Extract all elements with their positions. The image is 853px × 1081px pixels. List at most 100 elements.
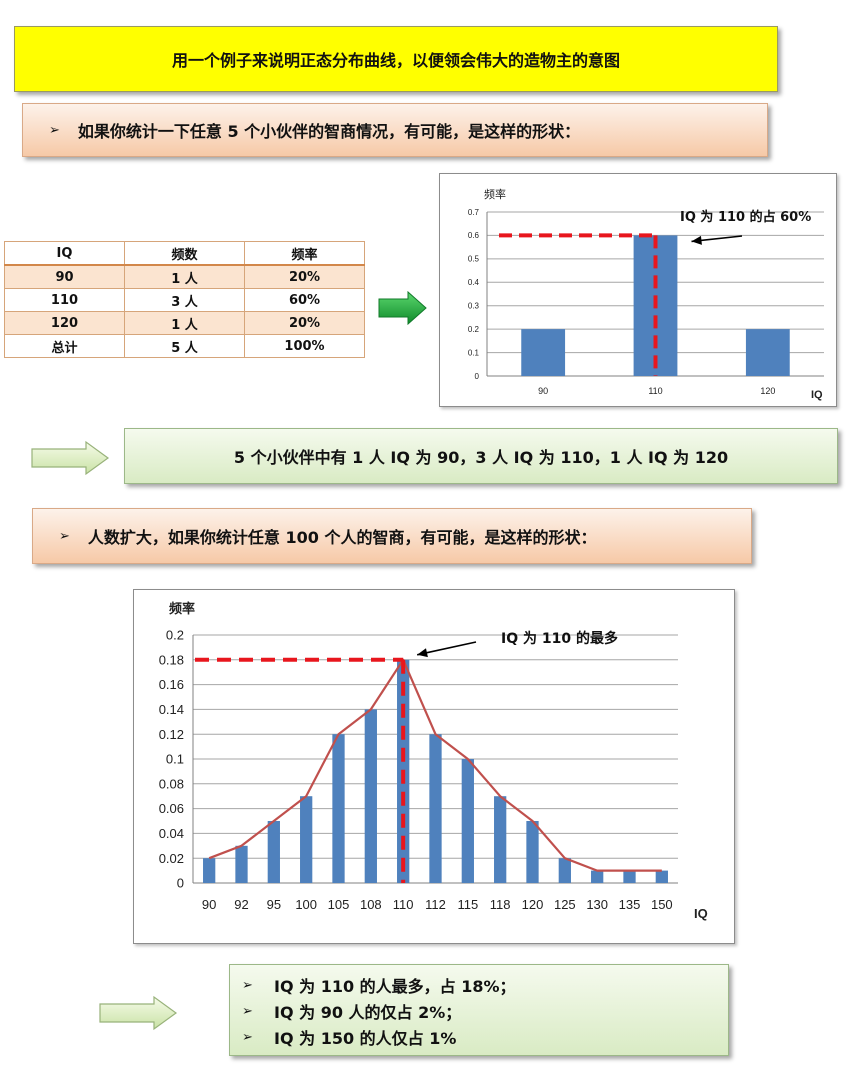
bar [494, 796, 507, 883]
x-tick-label: 120 [760, 386, 775, 396]
bar [300, 796, 313, 883]
table-row: 总计 5 人 100% [4, 334, 365, 358]
table-cell: 3 人 [124, 288, 245, 312]
y-tick-label: 0.5 [468, 255, 480, 264]
y-tick-label: 0.7 [468, 208, 480, 217]
x-tick-label: 100 [295, 897, 317, 912]
annotation-arrowhead [691, 235, 702, 245]
table-cell: 总计 [4, 334, 125, 358]
y-tick-label: 0.08 [159, 776, 184, 791]
y-tick-label: 0.06 [159, 801, 184, 816]
table-cell: 120 [4, 311, 125, 335]
bar [203, 858, 216, 883]
page-title-text: 用一个例子来说明正态分布曲线，以便领会伟大的造物主的意图 [171, 51, 620, 70]
bar [623, 870, 636, 883]
table-header-iq: IQ [4, 241, 125, 266]
series-line [208, 658, 662, 872]
conclusion-text: IQ 为 90 人的仅占 2%； [274, 1003, 462, 1022]
x-tick-label: 125 [554, 897, 576, 912]
x-tick-label: 108 [360, 897, 382, 912]
x-axis-label: IQ [694, 906, 708, 921]
frequency-table: IQ 频数 频率 90 1 人 20% 110 3 人 60% 120 1 人 … [4, 241, 365, 358]
conclusion-text: IQ 为 110 的人最多，占 18%； [274, 977, 516, 996]
x-tick-label: 92 [234, 897, 248, 912]
table-header-row: IQ 频数 频率 [4, 241, 365, 266]
table-cell: 100% [244, 334, 365, 358]
bullet-arrow-icon: ➢ [242, 1003, 253, 1019]
section1-heading-text: 如果你统计一下任意 5 个小伙伴的智商情况，有可能，是这样的形状： [77, 122, 581, 141]
y-tick-label: 0.16 [159, 677, 184, 692]
bar [521, 329, 566, 376]
chart-small-frame: 0 0.1 0.2 0.3 0.4 0.5 0.6 0.7 90 110 120 频率 IQ IQ 为 1… [439, 173, 837, 407]
bar [267, 821, 280, 883]
y-tick-label: 0.02 [159, 851, 184, 866]
section1-heading: ➢ 如果你统计一下任意 5 个小伙伴的智商情况，有可能，是这样的形状： [22, 103, 768, 157]
y-tick-label: 0.1 [166, 752, 184, 767]
y-tick-label: 0.12 [159, 727, 184, 742]
page-title: 用一个例子来说明正态分布曲线，以便领会伟大的造物主的意图 [14, 26, 778, 92]
bar [745, 329, 790, 376]
x-axis-label: IQ [811, 389, 823, 401]
x-tick-label: 130 [586, 897, 608, 912]
y-axis-label: 频率 [484, 187, 506, 201]
bar [364, 709, 377, 883]
x-tick-label: 115 [457, 897, 478, 912]
annotation-arrowhead [417, 648, 428, 658]
chart-small: 0 0.1 0.2 0.3 0.4 0.5 0.6 0.7 90 110 120 频率 IQ IQ 为 1… [468, 187, 824, 401]
x-tick-label: 150 [651, 897, 673, 912]
bar [235, 845, 248, 883]
light-arrow-icon [99, 995, 178, 1031]
y-tick-label: 0.2 [468, 325, 480, 334]
x-tick-label: 95 [267, 897, 281, 912]
table-cell: 1 人 [124, 311, 245, 335]
x-tick-label: 135 [619, 897, 641, 912]
y-tick-label: 0.3 [468, 302, 480, 311]
table-cell: 60% [244, 288, 365, 312]
bar [591, 870, 604, 883]
bar [429, 734, 442, 883]
annotation-text: IQ 为 110 的占 60% [680, 209, 811, 225]
table-cell: 20% [244, 264, 365, 289]
bullet-arrow-icon: ➢ [59, 528, 70, 544]
x-tick-label: 112 [425, 897, 446, 912]
green-arrow-icon [378, 291, 427, 325]
y-tick-label: 0.1 [468, 348, 480, 357]
y-tick-label: 0.18 [159, 652, 184, 667]
table-cell: 20% [244, 311, 365, 335]
x-tick-label: 90 [202, 897, 216, 912]
bar [558, 858, 571, 883]
annotation-arrow [416, 641, 477, 656]
table-row: 90 1 人 20% [4, 264, 365, 289]
y-axis-label: 频率 [169, 601, 195, 617]
section1-summary: 5 个小伙伴中有 1 人 IQ 为 90，3 人 IQ 为 110，1 人 IQ… [124, 428, 838, 484]
y-tick-label: 0.2 [166, 628, 184, 643]
list-item: ➢ IQ 为 90 人的仅占 2%； [230, 998, 728, 1024]
table-header-count: 频数 [124, 241, 245, 266]
x-tick-label: 110 [648, 386, 662, 396]
annotation-text: IQ 为 110 的最多 [501, 630, 618, 647]
x-tick-label: 118 [490, 897, 511, 912]
section2-heading: ➢ 人数扩大，如果你统计任意 100 个人的智商，有可能，是这样的形状： [32, 508, 752, 564]
bar [526, 821, 539, 883]
y-tick-label: 0 [177, 876, 184, 891]
light-arrow-icon [31, 440, 110, 476]
table-header-frequency: 频率 [244, 241, 365, 266]
conclusion-text: IQ 为 150 的人仅占 1% [274, 1029, 457, 1048]
y-tick-label: 0.14 [159, 702, 184, 717]
y-tick-label: 0.6 [468, 231, 480, 240]
x-tick-label: 110 [393, 897, 414, 912]
bar [461, 759, 474, 883]
section2-heading-text: 人数扩大，如果你统计任意 100 个人的智商，有可能，是这样的形状： [87, 528, 597, 547]
table-cell: 1 人 [124, 264, 245, 289]
table-row: 120 1 人 20% [4, 311, 365, 335]
bar [332, 734, 345, 883]
table-cell: 110 [4, 288, 125, 312]
section1-summary-text: 5 个小伙伴中有 1 人 IQ 为 90，3 人 IQ 为 110，1 人 IQ… [233, 448, 729, 467]
y-tick-label: 0.4 [468, 278, 480, 287]
x-tick-label: 120 [522, 897, 544, 912]
table-cell: 5 人 [124, 334, 245, 358]
bar [655, 870, 668, 883]
list-item: ➢ IQ 为 110 的人最多，占 18%； [230, 972, 728, 998]
x-tick-label: 105 [328, 897, 350, 912]
table-cell: 90 [4, 264, 125, 289]
